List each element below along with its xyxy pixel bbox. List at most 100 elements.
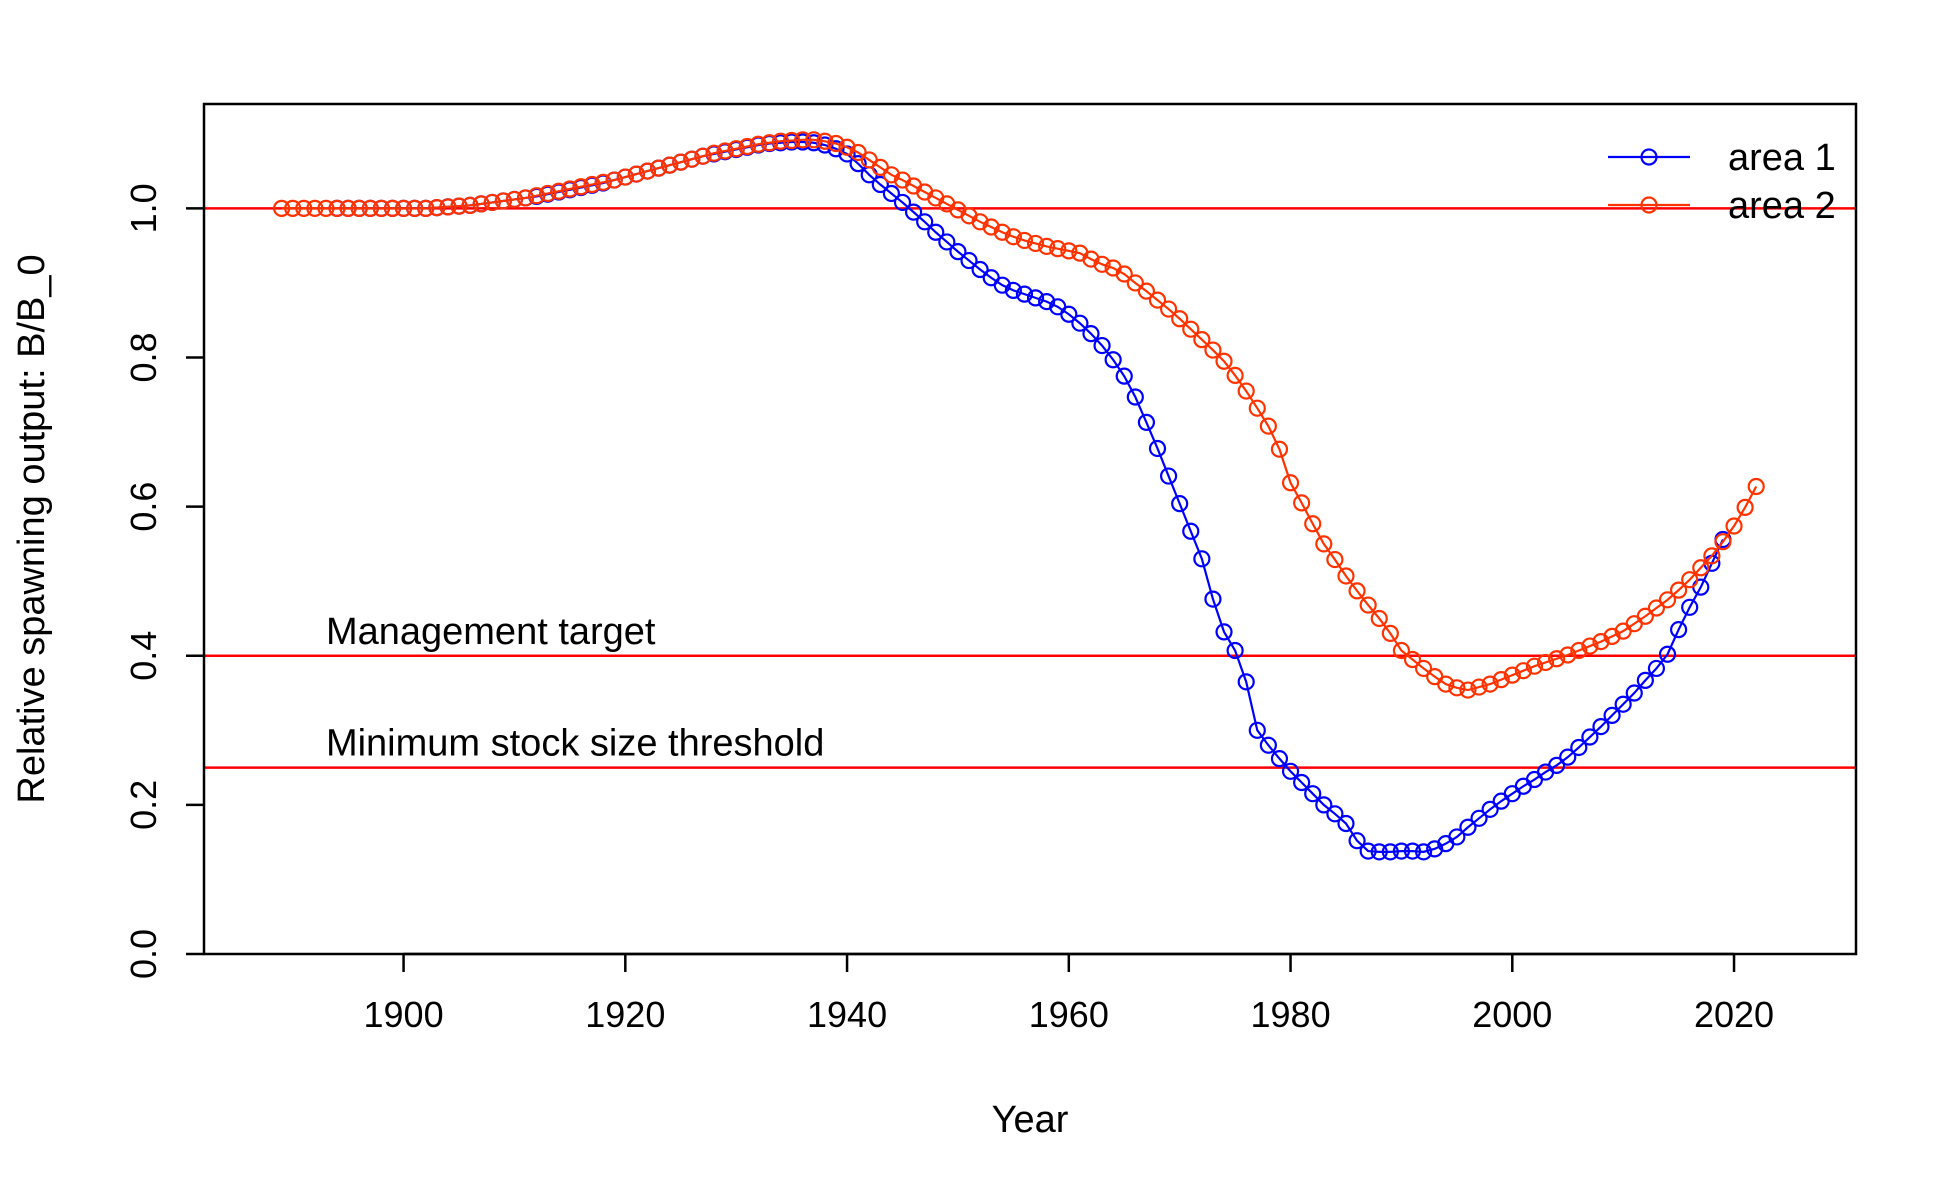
- series-1-point: [1448, 828, 1466, 846]
- series-2-point: [1647, 599, 1666, 617]
- y-tick-label-0: 0.0: [123, 929, 164, 979]
- series-2-line: [281, 138, 1758, 692]
- legend-marker-2: [1640, 196, 1658, 214]
- series-2-point: [1670, 581, 1688, 599]
- series-2-point: [1481, 675, 1499, 693]
- y-tick-label-5: 1.0: [123, 183, 164, 233]
- series-2-point: [1570, 641, 1588, 660]
- series-2-point: [383, 199, 402, 217]
- series-2-point: [1348, 582, 1366, 600]
- series-2-point: [638, 162, 657, 180]
- series-1-point: [1293, 773, 1311, 792]
- series-2-point: [1004, 228, 1022, 246]
- series-2-point: [328, 199, 346, 217]
- series-1-point: [1159, 467, 1178, 485]
- series-2-point: [1703, 547, 1721, 565]
- series-2-point: [616, 168, 634, 186]
- series-2-point: [439, 198, 457, 216]
- series-2-point: [361, 199, 379, 217]
- series-2-point: [417, 199, 435, 217]
- series-2-point: [583, 175, 601, 194]
- x-tick-label-2000: 2000: [1472, 994, 1552, 1035]
- series-2-point: [516, 189, 535, 207]
- series-2-point: [494, 192, 512, 210]
- series-1-point: [849, 155, 867, 173]
- series-2-point: [683, 150, 701, 168]
- series-2-point: [694, 147, 712, 165]
- series-2-point: [317, 199, 335, 217]
- series-2-point: [561, 180, 579, 198]
- series-2-point: [827, 134, 845, 153]
- series-1-point: [1681, 598, 1699, 616]
- series-2-point: [1082, 250, 1100, 268]
- series-1-point: [1270, 750, 1289, 768]
- series-1-point: [871, 175, 889, 194]
- series-1-point: [949, 243, 967, 261]
- series-2-point: [550, 182, 568, 200]
- y-tick-label-4: 0.8: [123, 332, 164, 382]
- series-2-point: [1126, 274, 1144, 292]
- series-1-point: [1636, 671, 1654, 689]
- series-2-point: [1026, 234, 1045, 253]
- legend-marker-1: [1640, 148, 1658, 166]
- reference-line-label-2: Minimum stock size threshold: [326, 723, 824, 765]
- series-2-point: [1049, 240, 1067, 258]
- series-2-point: [1470, 678, 1488, 696]
- series-1-point: [1481, 800, 1499, 818]
- series-2-point: [627, 165, 646, 183]
- x-tick-label-1940: 1940: [807, 994, 887, 1035]
- series-1-point: [1603, 706, 1621, 725]
- series-1-point: [1071, 314, 1089, 332]
- series-2-point: [394, 199, 413, 217]
- series-1-point: [1137, 413, 1156, 431]
- series-1-point: [1337, 814, 1355, 833]
- reference-lines: [204, 207, 1856, 769]
- series-1-point: [1647, 659, 1666, 678]
- series-2-point: [1060, 242, 1078, 260]
- series-2-point: [971, 213, 989, 231]
- series-2-point: [1148, 291, 1167, 309]
- x-tick-label-1900: 1900: [364, 994, 444, 1035]
- legend: area 1 area 2: [1608, 137, 1836, 227]
- series-2-point: [605, 171, 623, 189]
- series-2-point: [1159, 300, 1178, 318]
- series-2-point: [749, 135, 767, 153]
- series-1-point: [1226, 641, 1244, 660]
- series-2-point: [993, 223, 1011, 241]
- series-1-point: [1381, 843, 1399, 861]
- x-tick-label-1960: 1960: [1029, 994, 1109, 1035]
- series-2-point: [1182, 320, 1200, 338]
- series-2-point: [1248, 399, 1266, 417]
- series-2-point: [1514, 662, 1532, 680]
- series-2-point: [1581, 637, 1599, 655]
- series-2-point: [406, 199, 424, 217]
- x-tick-label-2020: 2020: [1694, 994, 1774, 1035]
- series-1-point: [1592, 717, 1610, 736]
- series-2-point: [1459, 681, 1477, 699]
- series-1-point: [1414, 843, 1433, 861]
- series-2-point: [1381, 624, 1399, 642]
- series-2-point: [306, 199, 324, 217]
- series-2-point: [1681, 571, 1699, 589]
- series-1-point: [1392, 842, 1411, 860]
- series-2-point: [273, 199, 291, 217]
- series-2-point: [428, 199, 446, 217]
- series-2-point: [339, 199, 357, 217]
- series-1-point: [927, 223, 945, 241]
- series-1-point: [1215, 623, 1233, 641]
- series-2-point: [1304, 515, 1322, 533]
- series-2-point: [1503, 666, 1521, 684]
- series-2-point: [1714, 533, 1732, 551]
- reference-line-labels: Management target Minimum stock size thre…: [326, 611, 824, 765]
- series-1-point: [1581, 728, 1599, 746]
- series-2-point: [1370, 609, 1388, 628]
- series-2-point: [816, 132, 834, 150]
- y-axis: 0.0 0.2 0.4 0.6 0.8 1.0: [123, 183, 204, 979]
- series-2-point: [1315, 535, 1333, 553]
- series-1-point: [1403, 842, 1422, 860]
- series-2-point: [1448, 679, 1466, 697]
- series-2-point: [1337, 567, 1355, 585]
- series-2-point: [461, 196, 479, 215]
- series-1-point: [993, 276, 1011, 294]
